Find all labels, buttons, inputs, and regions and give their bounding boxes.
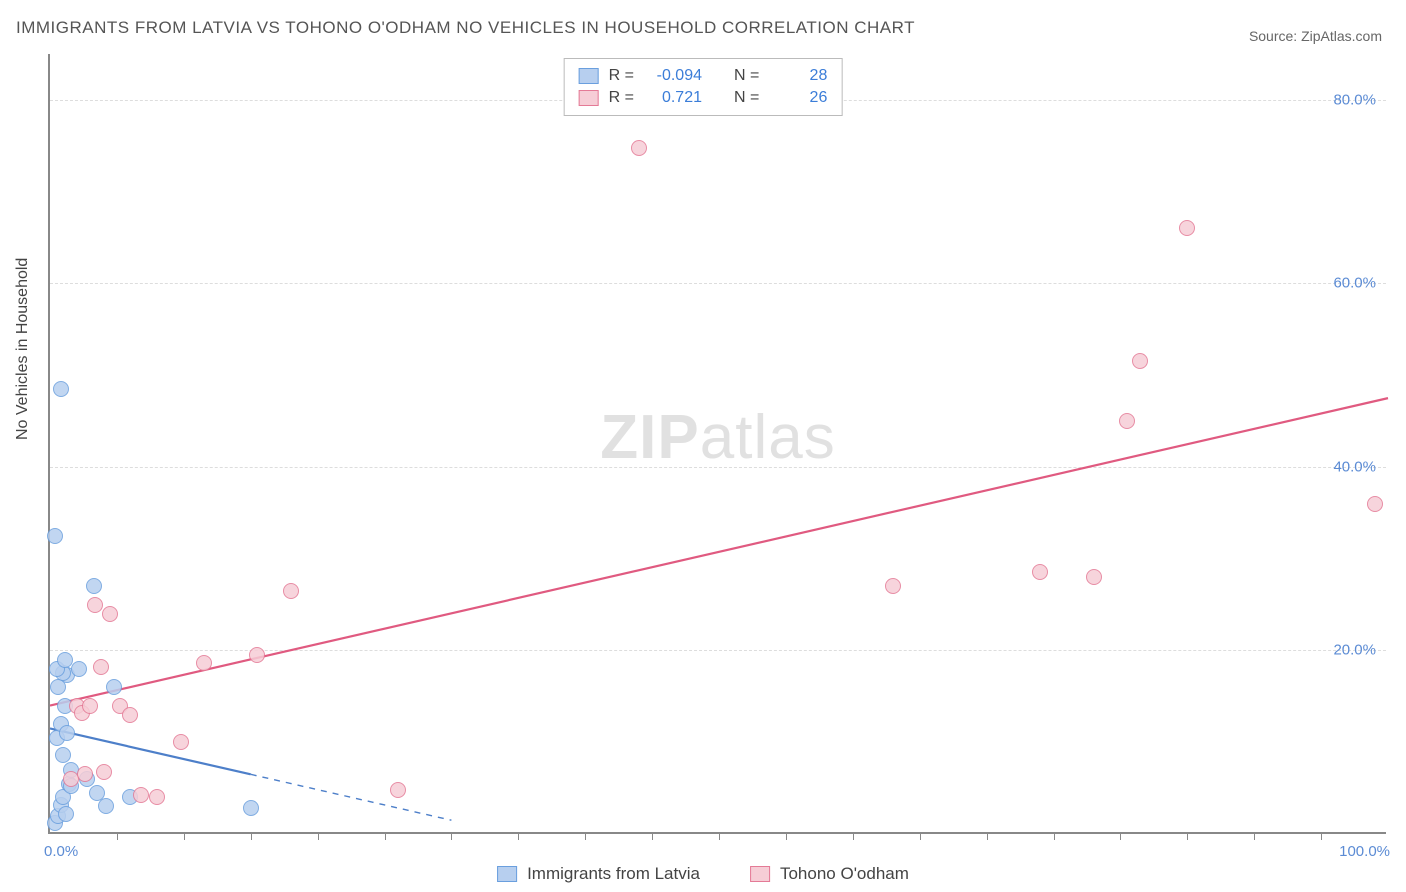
legend-row-series-0: R = -0.094 N = 28	[579, 65, 828, 87]
data-point	[58, 806, 74, 822]
x-tick	[1254, 832, 1255, 840]
r-label: R =	[609, 67, 634, 85]
x-tick	[518, 832, 519, 840]
n-value-1: 26	[769, 89, 827, 107]
x-tick	[184, 832, 185, 840]
x-tick	[1187, 832, 1188, 840]
legend-row-series-1: R = 0.721 N = 26	[579, 87, 828, 109]
data-point	[106, 679, 122, 695]
data-point	[82, 698, 98, 714]
legend-label-0: Immigrants from Latvia	[527, 864, 700, 884]
data-point	[122, 707, 138, 723]
x-tick	[385, 832, 386, 840]
y-tick-label: 40.0%	[1333, 458, 1376, 475]
data-point	[1179, 220, 1195, 236]
x-tick	[920, 832, 921, 840]
x-tick	[853, 832, 854, 840]
x-tick	[1321, 832, 1322, 840]
swatch-series-1	[579, 90, 599, 106]
trend-lines	[50, 54, 1386, 832]
r-value-0: -0.094	[644, 67, 702, 85]
data-point	[86, 578, 102, 594]
source-value: ZipAtlas.com	[1301, 28, 1382, 44]
data-point	[57, 652, 73, 668]
r-value-1: 0.721	[644, 89, 702, 107]
x-tick	[1054, 832, 1055, 840]
data-point	[98, 798, 114, 814]
data-point	[1119, 413, 1135, 429]
data-point	[1367, 496, 1383, 512]
r-label: R =	[609, 89, 634, 107]
data-point	[631, 140, 647, 156]
x-tick	[719, 832, 720, 840]
data-point	[87, 597, 103, 613]
y-tick-label: 20.0%	[1333, 642, 1376, 659]
x-tick	[318, 832, 319, 840]
data-point	[53, 381, 69, 397]
x-tick	[652, 832, 653, 840]
y-tick-label: 60.0%	[1333, 275, 1376, 292]
series-legend: Immigrants from Latvia Tohono O'odham	[497, 864, 909, 884]
data-point	[71, 661, 87, 677]
data-point	[149, 789, 165, 805]
n-label: N =	[734, 67, 759, 85]
data-point	[243, 800, 259, 816]
source-attribution: Source: ZipAtlas.com	[1249, 28, 1382, 44]
data-point	[173, 734, 189, 750]
x-tick	[786, 832, 787, 840]
data-point	[55, 747, 71, 763]
correlation-legend: R = -0.094 N = 28 R = 0.721 N = 26	[564, 58, 843, 116]
x-tick	[1120, 832, 1121, 840]
x-tick	[585, 832, 586, 840]
source-label: Source:	[1249, 28, 1301, 44]
chart-title: IMMIGRANTS FROM LATVIA VS TOHONO O'ODHAM…	[16, 18, 915, 38]
swatch-series-0	[579, 68, 599, 84]
data-point	[249, 647, 265, 663]
data-point	[283, 583, 299, 599]
x-tick	[117, 832, 118, 840]
data-point	[59, 725, 75, 741]
plot-area: ZIPatlas 20.0%40.0%60.0%80.0% 0.0% 100.0…	[48, 54, 1386, 834]
data-point	[390, 782, 406, 798]
data-point	[196, 655, 212, 671]
n-value-0: 28	[769, 67, 827, 85]
data-point	[1086, 569, 1102, 585]
data-point	[102, 606, 118, 622]
legend-item-1: Tohono O'odham	[750, 864, 909, 884]
x-tick-label-max: 100.0%	[1339, 843, 1390, 860]
legend-item-0: Immigrants from Latvia	[497, 864, 700, 884]
x-tick	[251, 832, 252, 840]
x-tick	[987, 832, 988, 840]
x-tick	[451, 832, 452, 840]
data-point	[77, 766, 93, 782]
data-point	[1032, 564, 1048, 580]
legend-label-1: Tohono O'odham	[780, 864, 909, 884]
y-tick-label: 80.0%	[1333, 91, 1376, 108]
n-label: N =	[734, 89, 759, 107]
data-point	[133, 787, 149, 803]
data-point	[1132, 353, 1148, 369]
data-point	[47, 528, 63, 544]
data-point	[96, 764, 112, 780]
data-point	[885, 578, 901, 594]
swatch-series-1	[750, 866, 770, 882]
x-tick-label-min: 0.0%	[44, 843, 78, 860]
data-point	[93, 659, 109, 675]
y-axis-label: No Vehicles in Household	[14, 258, 32, 440]
swatch-series-0	[497, 866, 517, 882]
trend-line-extrapolated	[251, 774, 452, 820]
